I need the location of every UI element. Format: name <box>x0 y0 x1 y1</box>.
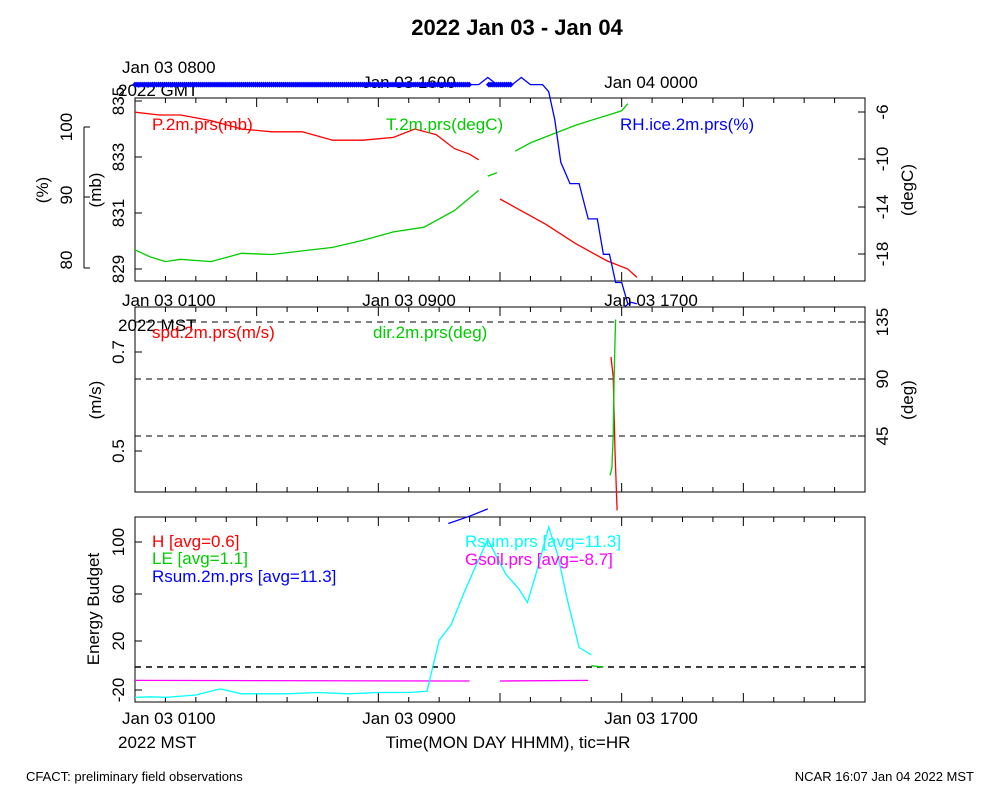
gsoil-series-line <box>134 679 470 682</box>
legend-rh: RH.ice.2m.prs(%) <box>620 115 754 134</box>
legend-h: H [avg=0.6] <box>152 532 239 551</box>
energy-tick-60: 60 <box>109 585 128 604</box>
legend-rsum-2m: Rsum.2m.prs [avg=11.3] <box>152 567 336 586</box>
gsoil-series-line <box>499 679 589 682</box>
direction-tick-135: 135 <box>873 308 892 336</box>
middle-panel-reference-lines <box>135 321 865 437</box>
direction-series-line <box>609 319 617 476</box>
middle-panel-series <box>609 319 618 511</box>
temperature-tick--18: -18 <box>873 242 892 267</box>
bottom-axis-label-2: Jan 03 0900 <box>362 709 456 728</box>
rh-axis-label: (%) <box>33 177 52 203</box>
direction-tick-45: 45 <box>873 427 892 446</box>
middle-timezone: 2022 MST <box>118 316 196 335</box>
footer-right: NCAR 16:07 Jan 04 2022 MST <box>795 769 974 784</box>
temperature-series-line <box>514 103 629 152</box>
top-panel: 2022 GMT Jan 03 0800 Jan 03 1600 Jan 04 … <box>33 58 917 308</box>
bottom-axis-label-3: Jan 03 1700 <box>604 709 698 728</box>
middle-panel: Jan 03 0100 Jan 03 0900 Jan 03 1700 2022… <box>86 291 917 511</box>
top-panel-series <box>132 76 638 308</box>
direction-axis-label: (deg) <box>898 380 917 420</box>
top-axis-label-3: Jan 04 0000 <box>604 73 698 92</box>
speed-tick-05: 0.5 <box>109 439 128 463</box>
top-panel-x-ticks <box>134 98 866 281</box>
rsum-series-line <box>134 524 592 699</box>
bottom-panel: -20 20 60 100 Energy Budget H [avg=0.6] … <box>84 508 866 752</box>
rh-marker <box>507 81 514 88</box>
speed-tick-07: 0.7 <box>109 340 128 364</box>
legend-pressure: P.2m.prs(mb) <box>152 115 253 134</box>
bottom-panel-series <box>134 508 604 699</box>
pressure-tick-831: 831 <box>109 199 128 227</box>
pressure-tick-833: 833 <box>109 143 128 171</box>
energy-axis: -20 20 60 100 Energy Budget <box>84 528 142 702</box>
middle-top-label-1: Jan 03 0100 <box>122 291 216 310</box>
rh-series-line <box>624 301 638 308</box>
middle-top-label-3: Jan 03 1700 <box>604 291 698 310</box>
temperature-series-line <box>487 171 498 177</box>
temperature-tick--6: -6 <box>873 104 892 119</box>
rh-series-line <box>135 76 631 305</box>
rh-tick-90: 90 <box>57 186 76 205</box>
footer-left: CFACT: preliminary field observations <box>26 769 243 784</box>
temperature-axis: -18 -14 -10 -6 (degC) <box>858 104 917 266</box>
legend-rsum: Rsum.prs [avg=11.3] <box>465 532 621 551</box>
speed-axis-label: (m/s) <box>86 381 105 420</box>
top-axis-label-1: Jan 03 0800 <box>122 58 216 77</box>
energy-axis-label: Energy Budget <box>84 552 103 665</box>
legend-temperature: T.2m.prs(degC) <box>386 115 503 134</box>
temperature-axis-label: (degC) <box>898 164 917 216</box>
legend-le: LE [avg=1.1] <box>152 549 248 568</box>
energy-tick-100: 100 <box>109 528 128 556</box>
direction-axis: 45 90 135 (deg) <box>858 308 917 446</box>
bottom-panel-x-ticks <box>134 517 866 702</box>
rh-axis: 80 90 100 (%) <box>33 113 90 270</box>
middle-panel-x-ticks <box>134 307 866 492</box>
pressure-series-line <box>134 111 480 161</box>
energy-tick-20: 20 <box>109 632 128 651</box>
direction-tick-90: 90 <box>873 370 892 389</box>
le-series-line <box>591 665 604 668</box>
legend-gsoil: Gsoil.prs [avg=-8.7] <box>465 550 613 569</box>
pressure-tick-835: 835 <box>109 87 128 115</box>
energy-tick--20: -20 <box>109 678 128 703</box>
rsum-2m-series-line <box>448 508 489 525</box>
pressure-axis: 829 831 833 835 (mb) <box>86 87 142 283</box>
pressure-series-line <box>499 198 638 278</box>
bottom-axis-label-1: Jan 03 0100 <box>122 709 216 728</box>
rh-marker <box>466 81 473 88</box>
speed-axis: 0.5 0.7 (m/s) <box>86 340 142 463</box>
legend-speed: spd.2m.prs(m/s) <box>152 323 275 342</box>
temperature-tick--10: -10 <box>873 147 892 172</box>
rh-tick-80: 80 <box>57 251 76 270</box>
pressure-tick-829: 829 <box>109 255 128 283</box>
rh-tick-100: 100 <box>57 113 76 141</box>
temperature-series-line <box>134 189 480 263</box>
bottom-timezone: 2022 MST <box>118 733 196 752</box>
middle-top-label-2: Jan 03 0900 <box>362 291 456 310</box>
pressure-axis-label: (mb) <box>86 173 105 208</box>
chart-title: 2022 Jan 03 - Jan 04 <box>411 15 623 40</box>
legend-direction: dir.2m.prs(deg) <box>373 323 487 342</box>
temperature-tick--14: -14 <box>873 195 892 220</box>
x-axis-title: Time(MON DAY HHMM), tic=HR <box>386 733 631 752</box>
